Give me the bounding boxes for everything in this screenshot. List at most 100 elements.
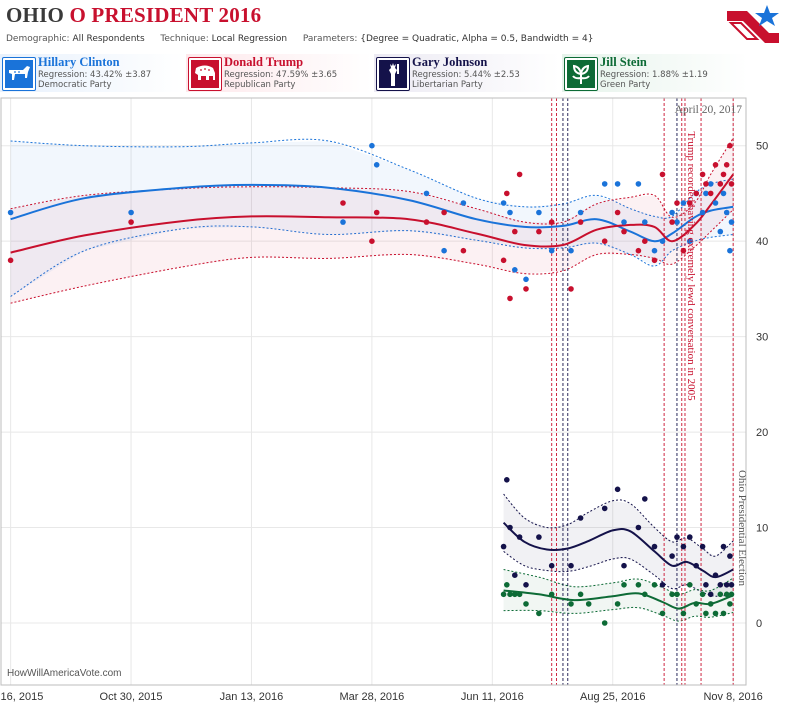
- hillary-clinton-poll-point: [651, 247, 658, 254]
- gary-johnson-upper-bound: [503, 493, 734, 557]
- jill-stein-upper-bound: [503, 569, 734, 595]
- hillary-clinton-poll-point: [128, 209, 134, 216]
- gary-johnson-poll-point: [669, 553, 675, 559]
- donald-trump-poll-point: [548, 219, 555, 225]
- donald-trump-poll-point: [7, 257, 14, 264]
- donald-trump-poll-point: [441, 209, 447, 216]
- hillary-clinton-poll-point: [568, 247, 574, 254]
- jill-stein-poll-point: [659, 610, 666, 617]
- site-logo-icon[interactable]: [725, 3, 781, 47]
- hillary-clinton-poll-point: [727, 247, 733, 254]
- donald-trump-poll-point: [723, 162, 730, 168]
- gary-johnson-poll-point: [699, 543, 706, 550]
- jill-stein-poll-point: [512, 591, 518, 598]
- liberty-icon: [376, 57, 410, 91]
- jill-stein-poll-point: [728, 591, 735, 598]
- donald-trump-poll-point: [601, 238, 608, 244]
- hillary-clinton-poll-point: [723, 209, 730, 216]
- hillary-clinton-poll-point: [577, 209, 584, 216]
- donald-trump-poll-point: [340, 200, 346, 206]
- gary-johnson-poll-point: [548, 562, 555, 569]
- candidate-regression: Regression: 43.42% ±3.87: [38, 70, 152, 80]
- donald-trump-poll-point: [568, 286, 574, 292]
- hillary-clinton-poll-point: [621, 219, 627, 225]
- hillary-clinton-poll-point: [601, 181, 608, 187]
- hillary-clinton-poll-point: [460, 200, 467, 206]
- gary-johnson-poll-point: [621, 562, 627, 569]
- jill-stein-poll-point: [536, 610, 542, 617]
- jill-stein-poll-point: [693, 601, 699, 607]
- candidate-name: Gary Johnson: [412, 55, 488, 69]
- x-tick-label: Nov 8, 2016: [703, 691, 762, 703]
- axes: 0 10 20 30 40 50 Aug 16, 2015 Oct 30, 2015 Jan 1…: [0, 97, 768, 703]
- hillary-clinton-poll-point: [7, 209, 14, 216]
- hillary-clinton-poll-point: [707, 181, 714, 187]
- gary-johnson-poll-point: [720, 543, 727, 550]
- gary-johnson-poll-point: [504, 477, 510, 483]
- gary-johnson-poll-point: [507, 524, 513, 531]
- donald-trump-poll-point: [728, 181, 735, 187]
- jill-stein-poll-point: [507, 591, 513, 598]
- donald-trump-poll-point: [699, 171, 706, 178]
- gary-johnson-poll-point: [601, 505, 608, 512]
- gary-johnson-poll-point: [523, 582, 529, 588]
- hillary-clinton-poll-point: [680, 200, 687, 206]
- candidate-party: Libertarian Party: [412, 80, 483, 90]
- legend-item-stein[interactable]: Jill Stein Regression: 1.88% ±1.19 Green…: [562, 54, 748, 92]
- hillary-clinton-poll-point: [373, 162, 380, 168]
- legend-item-johnson[interactable]: Gary Johnson Regression: 5.44% ±2.53 Lib…: [374, 54, 560, 92]
- jill-stein-poll-point: [548, 591, 555, 598]
- donald-trump-poll-point: [512, 228, 518, 235]
- donald-trump-poll-point: [693, 190, 699, 197]
- leaf-icon: [564, 57, 598, 91]
- gary-johnson-poll-point: [674, 534, 680, 540]
- jill-stein-poll-point: [720, 610, 727, 617]
- jill-stein-lower-bound: [503, 606, 734, 622]
- legend-item-clinton[interactable]: Hillary Clinton Regression: 43.42% ±3.87…: [0, 54, 184, 92]
- donald-trump-poll-point: [659, 171, 666, 178]
- hillary-clinton-poll-point: [369, 142, 375, 149]
- hillary-clinton-poll-point: [548, 247, 555, 254]
- x-tick-label: Jun 11, 2016: [461, 691, 524, 703]
- x-tick-label: Aug 16, 2015: [0, 691, 43, 703]
- gary-johnson-poll-point: [512, 572, 518, 578]
- poll-chart: 0 10 20 30 40 50 Aug 16, 2015 Oct 30, 2015 Jan 1…: [0, 97, 768, 703]
- gary-johnson-poll-point: [568, 562, 574, 569]
- legend-item-trump[interactable]: Donald Trump Regression: 47.59% ±3.65 Re…: [186, 54, 372, 92]
- jill-stein-poll-point: [723, 591, 730, 598]
- donald-trump-poll-point: [720, 171, 727, 178]
- donald-trump-poll-point: [500, 257, 507, 264]
- gary-johnson-poll-point: [651, 543, 658, 550]
- event-annotation: Trump recorded having extremely lewd con…: [685, 131, 697, 401]
- gary-johnson-poll-point: [728, 582, 735, 588]
- donald-trump-poll-point: [680, 247, 687, 254]
- candidate-regression: Regression: 1.88% ±1.19: [600, 70, 708, 80]
- hillary-clinton-upper-bound: [10, 138, 734, 219]
- current-date-label: April 20, 2017: [675, 104, 743, 116]
- gary-johnson-poll-point: [516, 534, 523, 540]
- donald-trump-poll-point: [128, 219, 134, 225]
- donald-trump-upper-bound: [10, 137, 734, 225]
- jill-stein-poll-point: [651, 582, 658, 588]
- x-tick-label: Aug 25, 2016: [580, 691, 645, 703]
- gary-johnson-poll-point: [723, 582, 730, 588]
- jill-stein-poll-point: [500, 591, 507, 598]
- jill-stein-poll-point: [699, 591, 706, 598]
- candidate-name: Donald Trump: [224, 55, 304, 69]
- event-annotation: Ohio Presidential Election: [736, 470, 748, 587]
- technique-label: Technique:: [160, 34, 209, 44]
- hillary-clinton-poll-point: [712, 200, 719, 206]
- site-credit: HowWillAmericaVote.com: [7, 668, 122, 679]
- demographic-value: All Respondents: [72, 34, 145, 44]
- donald-trump-poll-point: [423, 219, 430, 225]
- parameters-label: Parameters:: [302, 34, 358, 44]
- hillary-clinton-poll-point: [720, 190, 727, 197]
- y-tick-label: 50: [756, 141, 768, 153]
- donald-trump-poll-point: [712, 162, 719, 168]
- elephant-icon: [188, 57, 222, 91]
- jill-stein-poll-point: [614, 601, 621, 607]
- gary-johnson-poll-point: [642, 496, 648, 502]
- hillary-clinton-poll-point: [340, 219, 346, 225]
- donald-trump-poll-point: [674, 200, 680, 206]
- donald-trump-poll-point: [577, 219, 584, 225]
